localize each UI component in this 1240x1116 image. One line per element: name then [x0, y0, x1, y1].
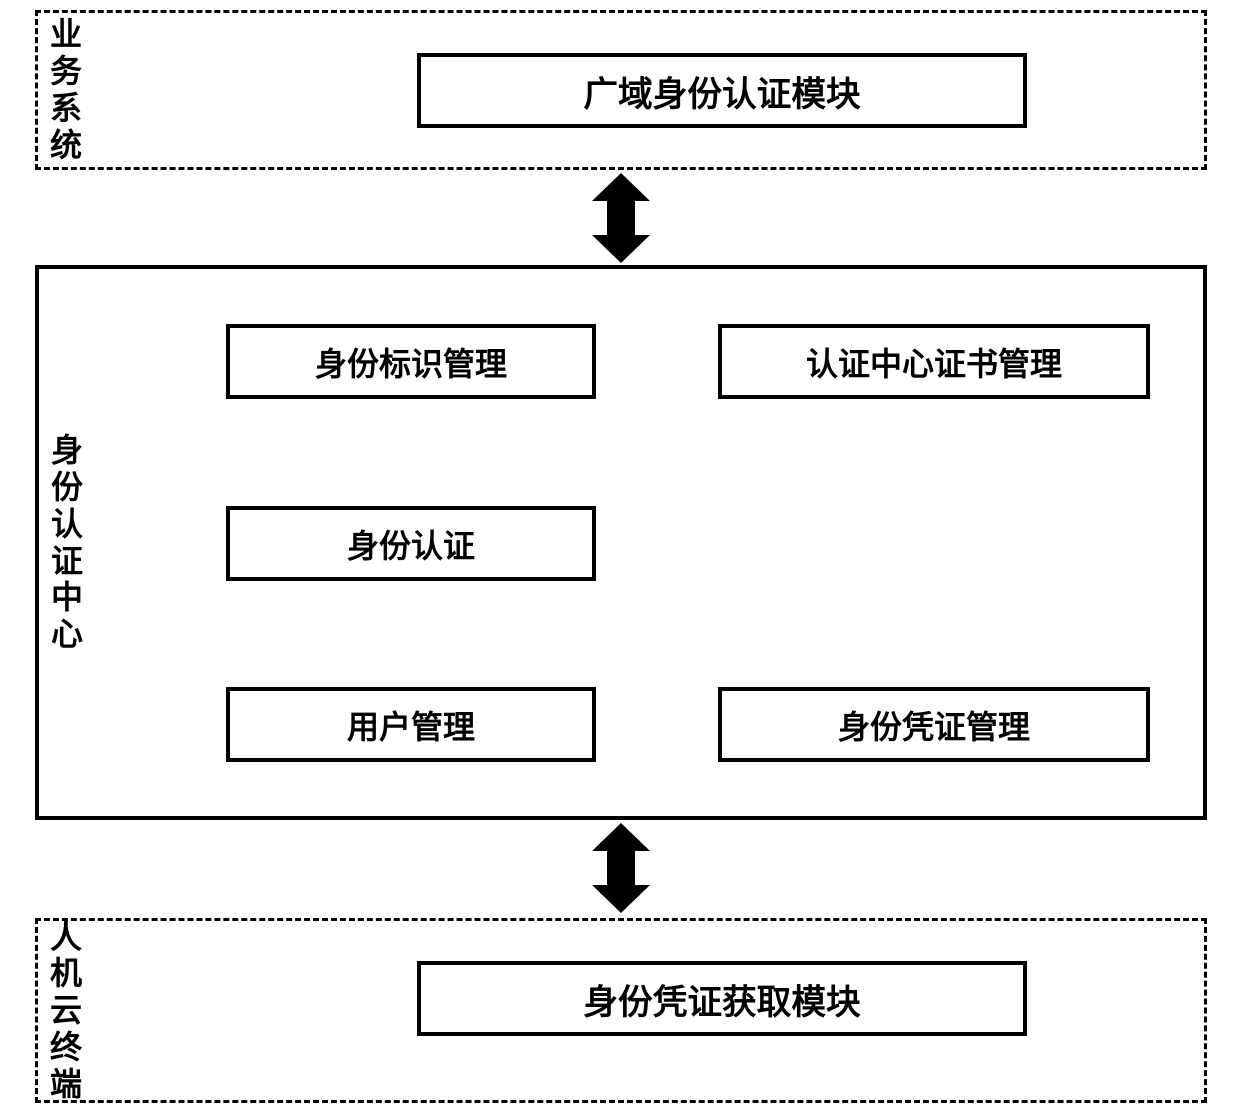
section-inner: 身份标识管理 认证中心证书管理 身份认证 用户管理 身份凭证管理 — [93, 269, 1203, 816]
section-identity-auth-center: 身 份 认 证 中 心 身份标识管理 认证中心证书管理 身份认证 用户管理 身份… — [35, 265, 1207, 820]
vlabel-char: 中 — [51, 579, 83, 616]
section-label-identity-auth-center: 身 份 认 证 中 心 — [39, 269, 93, 816]
vlabel-char: 系 — [50, 90, 82, 127]
module-id-auth: 身份认证 — [226, 506, 596, 581]
module-label: 身份凭证管理 — [838, 702, 1030, 748]
double-arrow-bottom — [592, 823, 650, 913]
module-user-mgmt: 用户管理 — [226, 687, 596, 762]
module-label: 身份认证 — [347, 521, 475, 567]
vlabel-char: 终 — [50, 1029, 82, 1066]
section-hci-cloud-terminal: 人 机 云 终 端 身份凭证获取模块 — [35, 918, 1207, 1103]
vlabel-char: 心 — [51, 616, 83, 653]
vlabel-char: 统 — [50, 127, 82, 164]
section-business-system: 业 务 系 统 广域身份认证模块 — [35, 10, 1207, 170]
section-label-hci-cloud-terminal: 人 机 云 终 端 — [38, 921, 92, 1100]
module-label: 用户管理 — [347, 702, 475, 748]
vlabel-char: 证 — [51, 543, 83, 580]
vlabel-char: 机 — [50, 955, 82, 992]
vlabel-char: 端 — [50, 1066, 82, 1103]
vlabel-char: 务 — [50, 53, 82, 90]
vlabel-char: 认 — [51, 506, 83, 543]
section-inner: 身份凭证获取模块 — [92, 921, 1204, 1100]
module-ca-cert-mgmt: 认证中心证书管理 — [718, 324, 1150, 399]
module-label: 认证中心证书管理 — [806, 339, 1062, 385]
module-label: 身份凭证获取模块 — [583, 974, 860, 1024]
module-label: 身份标识管理 — [315, 339, 507, 385]
vlabel-char: 人 — [50, 919, 82, 956]
section-inner: 广域身份认证模块 — [92, 13, 1204, 167]
module-id-mgmt: 身份标识管理 — [226, 324, 596, 399]
vlabel-char: 业 — [50, 16, 82, 53]
section-label-business-system: 业 务 系 统 — [38, 13, 92, 167]
module-wan-auth: 广域身份认证模块 — [417, 53, 1027, 128]
vlabel-char: 份 — [51, 469, 83, 506]
vlabel-char: 身 — [51, 432, 83, 469]
module-cred-acquisition: 身份凭证获取模块 — [417, 961, 1027, 1036]
module-cred-mgmt: 身份凭证管理 — [718, 687, 1150, 762]
module-label: 广域身份认证模块 — [583, 66, 860, 116]
double-arrow-top — [592, 173, 650, 263]
vlabel-char: 云 — [50, 992, 82, 1029]
